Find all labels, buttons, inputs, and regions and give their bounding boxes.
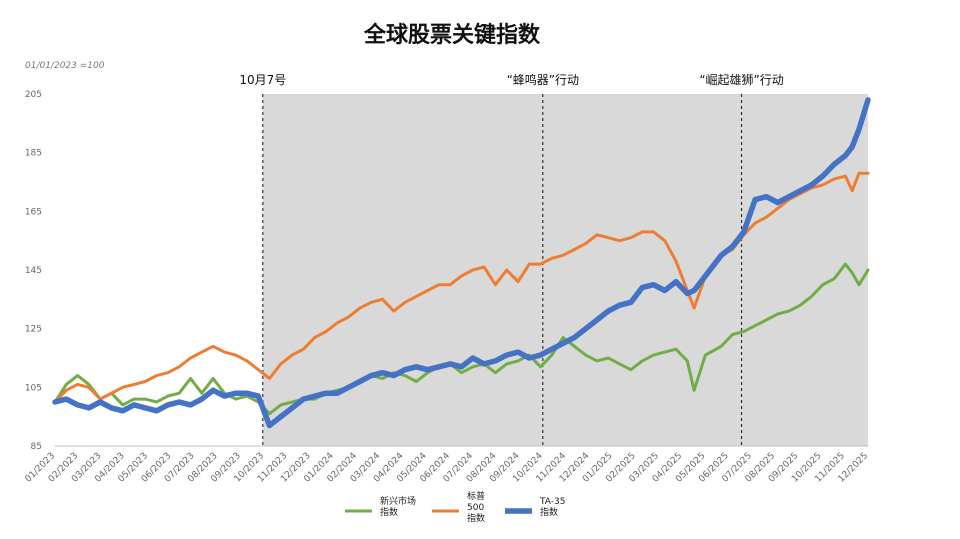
y-tick-label: 165	[25, 207, 42, 217]
chart-subtitle: 01/01/2023 =100	[25, 61, 105, 71]
y-axis: 85 105 125 145 165 185 205	[25, 90, 42, 452]
chart-title: 全球股票关键指数	[363, 22, 541, 48]
series-line	[53, 262, 870, 416]
y-tick-label: 85	[31, 442, 42, 452]
x-axis: 01/202302/202303/202304/202305/202306/20…	[24, 445, 870, 485]
y-tick-label: 185	[25, 149, 42, 159]
y-tick-label: 125	[25, 325, 42, 335]
legend-label: 指数	[540, 506, 558, 518]
legend-label: 新兴市场	[380, 495, 416, 507]
y-tick-label: 105	[25, 383, 42, 393]
legend-label: TA-35	[539, 497, 565, 507]
shaded-region	[262, 94, 868, 446]
event-markers: 10月7号 “蜂鸣器”行动 “崛起雄狮”行动	[239, 72, 784, 446]
legend-label: 500	[467, 503, 484, 513]
event-label: “蜂鸣器”行动	[507, 72, 579, 87]
event-label: “崛起雄狮”行动	[699, 72, 783, 87]
legend-label: 指数	[467, 512, 485, 524]
legend-label: 标普	[467, 490, 485, 502]
series-line	[52, 97, 871, 429]
legend-label: 指数	[380, 506, 398, 518]
y-tick-label: 145	[25, 266, 42, 276]
series-lines	[52, 97, 871, 429]
y-tick-label: 205	[25, 90, 42, 100]
event-label: 10月7号	[239, 73, 286, 87]
